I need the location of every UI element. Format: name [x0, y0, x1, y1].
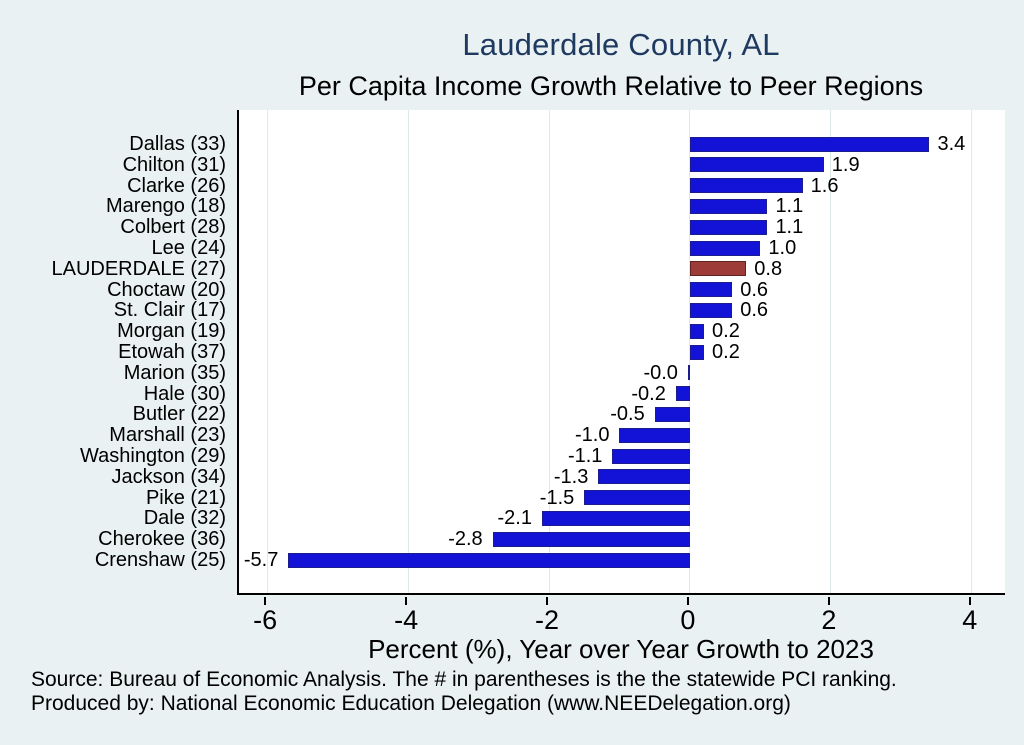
category-label: Butler (22) — [132, 403, 226, 426]
category-label: Clarke (26) — [127, 174, 226, 197]
bar-value-label: -1.3 — [553, 465, 589, 488]
x-axis-tick — [827, 597, 830, 605]
category-label: St. Clair (17) — [113, 299, 226, 322]
chart-title: Lauderdale County, AL — [462, 27, 780, 62]
category-label: Choctaw (20) — [107, 278, 226, 301]
category-label: Morgan (19) — [117, 320, 226, 343]
category-label: Cherokee (36) — [98, 528, 226, 551]
category-label: Washington (29) — [80, 445, 226, 467]
bar — [689, 282, 733, 298]
x-axis-tick — [546, 597, 549, 605]
bar — [689, 240, 761, 256]
category-label: Marshall (23) — [109, 424, 226, 447]
x-axis-tick-label: 2 — [821, 605, 837, 635]
category-label: Hale (30) — [143, 382, 226, 405]
bar-value-label: -0.5 — [610, 403, 645, 426]
footer-notes: Source: Bureau of Economic Analysis. The… — [31, 668, 1011, 715]
bar — [687, 365, 690, 381]
bar-value-label: -1.1 — [567, 445, 603, 467]
bar — [654, 406, 690, 422]
bar-value-label: 0.8 — [754, 257, 783, 280]
bar-value-label: -2.1 — [497, 507, 532, 530]
x-axis-tick-label: 4 — [962, 605, 978, 635]
bar-value-label: -1.0 — [575, 424, 610, 447]
bar-value-label: 0.2 — [712, 320, 740, 343]
bar-value-label: -5.7 — [243, 549, 279, 571]
category-label: Colbert (28) — [120, 216, 226, 239]
gridline — [971, 110, 973, 593]
x-axis-tick-label: 0 — [680, 605, 696, 635]
bar — [619, 427, 690, 443]
bar-value-label: -0.2 — [631, 382, 666, 405]
category-label: Dallas (33) — [129, 133, 226, 155]
bar-value-label: 3.4 — [937, 133, 966, 155]
x-axis-tick-label: -4 — [394, 605, 419, 635]
bar — [689, 344, 704, 360]
bar — [598, 469, 690, 485]
bar-value-label: -0.0 — [643, 361, 678, 384]
source-note: Source: Bureau of Economic Analysis. The… — [31, 668, 897, 691]
category-label: Dale (32) — [143, 507, 226, 530]
category-label: LAUDERDALE (27) — [51, 257, 226, 280]
x-axis-tick — [264, 597, 267, 605]
bar — [689, 302, 733, 318]
category-label: Chilton (31) — [122, 153, 226, 176]
gridline — [266, 110, 268, 593]
x-axis-title: Percent (%), Year over Year Growth to 20… — [368, 634, 874, 664]
x-axis-tick-label: -6 — [253, 605, 278, 635]
bar-value-label: 1.6 — [810, 174, 839, 197]
bar-value-label: 1.1 — [775, 195, 804, 218]
bar-value-label: 1.0 — [768, 237, 797, 259]
bar — [689, 136, 930, 152]
bar — [288, 552, 690, 568]
gridline — [407, 110, 409, 593]
gridline — [548, 110, 550, 593]
bar — [541, 510, 690, 526]
category-label: Lee (24) — [151, 237, 227, 259]
gridline — [830, 110, 832, 593]
bar — [689, 178, 803, 194]
bar-value-label: 1.1 — [775, 216, 804, 239]
category-label: Jackson (34) — [111, 465, 227, 488]
x-axis: -6 -4 -2 0 2 4 — [237, 597, 1005, 645]
bar — [584, 490, 690, 506]
plot-area: 3.4 Dallas (33) 1.9 Chilton (31) 1.6 Clarke (… — [51, 110, 1005, 595]
bar — [675, 386, 690, 402]
bar — [612, 448, 690, 464]
producer-note: Produced by: National Economic Education… — [31, 691, 791, 715]
bar — [492, 531, 690, 547]
bar-value-label: 0.2 — [712, 341, 740, 363]
bar — [689, 198, 768, 214]
x-axis-tick — [405, 597, 408, 605]
chart-subtitle: Per Capita Income Growth Relative to Pee… — [298, 71, 924, 101]
bar-value-label: 1.9 — [831, 153, 860, 176]
x-axis-tick-label: -2 — [535, 605, 560, 635]
x-axis-tick — [968, 597, 971, 605]
bar-value-label: -1.5 — [539, 486, 575, 509]
bar-value-label: -2.8 — [448, 528, 483, 551]
bar — [689, 323, 704, 339]
category-label: Marion (35) — [123, 361, 226, 384]
bar — [689, 219, 768, 235]
bar — [689, 157, 824, 173]
bar-value-label: 0.6 — [740, 299, 769, 322]
category-label: Marengo (18) — [105, 195, 226, 218]
bar-highlighted — [689, 261, 747, 277]
category-label: Etowah (37) — [118, 341, 226, 363]
category-label: Pike (21) — [145, 486, 226, 509]
bar-value-label: 0.6 — [740, 278, 769, 301]
x-axis-tick — [686, 597, 689, 605]
category-label: Crenshaw (25) — [94, 549, 226, 571]
